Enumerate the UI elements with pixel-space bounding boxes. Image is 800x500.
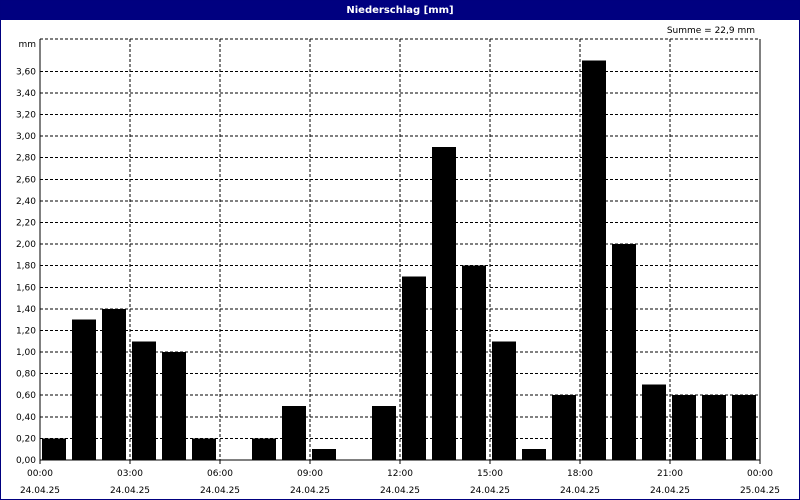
y-tick-label: 0,80 bbox=[16, 370, 36, 380]
x-tick-time: 03:00 bbox=[117, 469, 143, 479]
bar bbox=[522, 449, 546, 460]
bar bbox=[42, 438, 66, 460]
bar bbox=[372, 406, 396, 460]
bar bbox=[672, 395, 696, 460]
y-tick-label: 2,60 bbox=[16, 175, 36, 185]
y-tick-label: 0,60 bbox=[16, 391, 36, 401]
x-tick-time: 15:00 bbox=[477, 469, 503, 479]
y-tick-label: 2,80 bbox=[16, 154, 36, 164]
y-tick-label: 1,80 bbox=[16, 262, 36, 272]
x-tick-date: 25.04.25 bbox=[740, 486, 780, 496]
x-tick-date: 24.04.25 bbox=[200, 486, 240, 496]
bar bbox=[732, 395, 756, 460]
bar bbox=[582, 60, 606, 460]
bar bbox=[72, 319, 96, 460]
y-axis-label: mm bbox=[18, 40, 36, 50]
bar bbox=[312, 449, 336, 460]
bar bbox=[252, 438, 276, 460]
bar bbox=[462, 265, 486, 460]
y-tick-label: 1,20 bbox=[16, 326, 36, 336]
bar bbox=[402, 276, 426, 460]
x-tick-time: 09:00 bbox=[297, 469, 323, 479]
x-tick-date: 24.04.25 bbox=[110, 486, 150, 496]
bar bbox=[432, 146, 456, 460]
bar bbox=[102, 308, 126, 460]
x-tick-date: 24.04.25 bbox=[20, 486, 60, 496]
bar bbox=[492, 341, 516, 460]
bar bbox=[132, 341, 156, 460]
x-tick-date: 24.04.25 bbox=[380, 486, 420, 496]
sum-label: Summe = 22,9 mm bbox=[666, 26, 755, 36]
bar bbox=[552, 395, 576, 460]
bar bbox=[282, 406, 306, 460]
bar bbox=[612, 244, 636, 460]
y-tick-label: 3,40 bbox=[16, 89, 36, 99]
y-tick-label: 2,00 bbox=[16, 240, 36, 250]
x-tick-time: 21:00 bbox=[657, 469, 683, 479]
y-tick-label: 0,40 bbox=[16, 413, 36, 423]
y-tick-label: 0,00 bbox=[16, 456, 36, 466]
x-tick-date: 24.04.25 bbox=[560, 486, 600, 496]
y-tick-label: 1,40 bbox=[16, 305, 36, 315]
y-tick-label: 3,00 bbox=[16, 132, 36, 142]
bar bbox=[162, 352, 186, 460]
y-tick-label: 3,60 bbox=[16, 67, 36, 77]
y-tick-label: 0,20 bbox=[16, 434, 36, 444]
x-tick-time: 06:00 bbox=[207, 469, 233, 479]
x-tick-time: 00:00 bbox=[27, 469, 53, 479]
y-tick-label: 3,20 bbox=[16, 111, 36, 121]
y-tick-label: 1,60 bbox=[16, 283, 36, 293]
x-tick-date: 24.04.25 bbox=[470, 486, 510, 496]
x-tick-date: 24.04.25 bbox=[290, 486, 330, 496]
x-tick-time: 12:00 bbox=[387, 469, 413, 479]
bar bbox=[192, 438, 216, 460]
chart-title: Niederschlag [mm] bbox=[1, 1, 799, 20]
bar bbox=[702, 395, 726, 460]
y-tick-label: 2,20 bbox=[16, 219, 36, 229]
x-tick-time: 18:00 bbox=[567, 469, 593, 479]
bar bbox=[642, 384, 666, 460]
y-tick-label: 1,00 bbox=[16, 348, 36, 358]
y-tick-label: 2,40 bbox=[16, 197, 36, 207]
x-tick-date: 24.04.25 bbox=[650, 486, 690, 496]
x-tick-time: 00:00 bbox=[747, 469, 773, 479]
